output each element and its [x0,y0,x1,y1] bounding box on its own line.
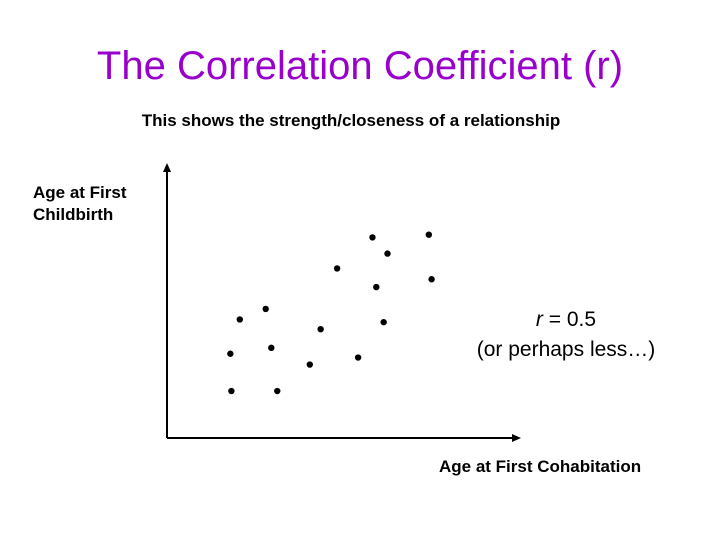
data-point [228,387,235,395]
data-point [333,265,341,272]
x-axis-label: Age at First Cohabitation [439,457,642,476]
data-point [227,350,234,357]
data-point [369,234,376,241]
y-axis-label-line2: Childbirth [33,205,114,224]
r-value-line: r = 0.5 [440,305,692,335]
x-axis-arrowhead [512,434,521,442]
r-note: (or perhaps less…) [476,338,656,361]
y-axis-label-line1: Age at First [33,183,127,202]
data-point [373,283,380,291]
data-point [236,316,243,323]
plot-axes [163,163,521,442]
r-value: = 0.5 [542,308,597,331]
data-point [317,325,324,333]
data-point [384,250,391,257]
y-axis-arrowhead [163,163,171,172]
data-point [428,276,435,283]
data-point [274,387,281,395]
data-points [227,231,435,395]
data-point [425,231,432,238]
r-symbol: r [535,308,543,331]
slide-subtitle: This shows the strength/closeness of a r… [141,111,561,130]
y-axis-label: Age at First Childbirth [33,182,173,226]
data-point [268,344,275,352]
data-point [306,361,313,368]
data-point [354,354,362,361]
data-point [380,318,387,326]
correlation-annotation: r = 0.5 (or perhaps less…) [440,305,692,365]
slide-title: The Correlation Coefficient (r) [96,44,624,88]
data-point [262,305,269,313]
